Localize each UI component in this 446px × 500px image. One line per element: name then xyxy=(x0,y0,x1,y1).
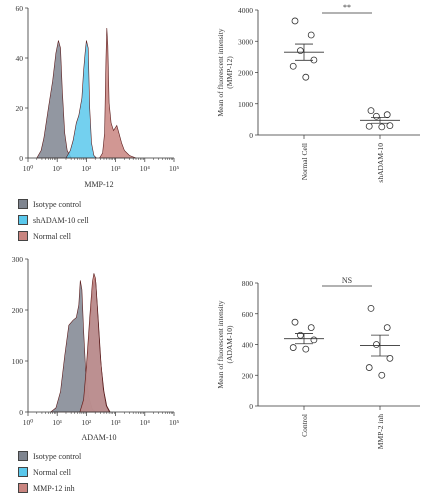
x-tick-label: 10¹ xyxy=(52,164,62,173)
x-tick-label: 10⁰ xyxy=(23,164,34,173)
legend-item-isotype: Isotype control xyxy=(18,450,81,462)
y-tick-label: 20 xyxy=(16,104,24,113)
data-point xyxy=(296,47,304,55)
data-point xyxy=(302,345,310,353)
histogram-series-1 xyxy=(65,40,98,159)
x-tick-label: 10³ xyxy=(111,164,122,173)
x-axis-title: MMP-12 xyxy=(84,180,113,189)
legend-item-normal: Normal cell xyxy=(18,466,81,478)
data-point xyxy=(372,341,380,348)
y-tick-label: 800 xyxy=(242,279,254,288)
data-point xyxy=(291,17,299,25)
x-tick-label: 10⁰ xyxy=(23,418,34,427)
x-tick-label: 10⁴ xyxy=(140,164,151,173)
y-axis-title: (ADAM-10) xyxy=(225,325,234,363)
data-point xyxy=(372,112,380,120)
significance-label: ** xyxy=(343,3,351,12)
data-point xyxy=(386,122,394,130)
y-tick-label: 600 xyxy=(242,310,254,319)
data-point xyxy=(289,344,297,351)
y-axis-title: Mean of fluorescent intensity xyxy=(216,300,225,388)
legend-swatch-normal xyxy=(18,231,28,241)
data-point xyxy=(367,304,375,312)
y-tick-label: 3000 xyxy=(238,37,253,46)
y-tick-label: 0 xyxy=(19,154,23,163)
legend-label: MMP-12 inh xyxy=(33,483,75,493)
legend-label: shADAM-10 cell xyxy=(33,215,89,225)
data-point xyxy=(383,324,391,331)
data-point xyxy=(296,331,304,339)
x-tick-label: 10² xyxy=(82,418,93,427)
y-tick-label: 100 xyxy=(12,357,24,366)
legend-item-normal: Normal cell xyxy=(18,230,89,242)
y-tick-label: 300 xyxy=(12,255,24,264)
data-point xyxy=(310,336,318,344)
x-tick-label: MMP-2 inh xyxy=(376,414,385,449)
legend-mmp12: Isotype control shADAM-10 cell Normal ce… xyxy=(18,198,89,246)
legend-swatch-isotype xyxy=(18,199,28,209)
y-tick-label: 1000 xyxy=(238,100,253,109)
data-point xyxy=(367,107,375,115)
y-tick-label: 4000 xyxy=(238,6,253,15)
x-tick-label: 10⁵ xyxy=(169,418,180,427)
x-tick-label: 10⁵ xyxy=(169,164,180,173)
legend-swatch-mmp12inh xyxy=(18,483,28,493)
data-point xyxy=(307,324,315,331)
data-point xyxy=(378,123,386,131)
histogram-series-2 xyxy=(79,273,110,413)
legend-label: Normal cell xyxy=(33,231,71,241)
legend-swatch-isotype xyxy=(18,451,28,461)
x-tick-label: 10⁴ xyxy=(140,418,151,427)
histogram-series-0 xyxy=(36,40,72,159)
legend-item-mmp12inh: MMP-12 inh xyxy=(18,482,81,494)
y-axis-title: (MMP-12) xyxy=(225,56,234,89)
x-tick-label: 10¹ xyxy=(52,418,62,427)
legend-swatch-shadam xyxy=(18,215,28,225)
x-tick-label: 10³ xyxy=(111,418,122,427)
data-point xyxy=(291,318,299,326)
data-point xyxy=(365,364,373,371)
y-tick-label: 60 xyxy=(16,4,24,13)
x-tick-label: 10² xyxy=(82,164,93,173)
y-tick-label: 400 xyxy=(242,341,254,350)
significance-label: NS xyxy=(342,276,352,285)
legend-label: Isotype control xyxy=(33,199,82,209)
y-tick-label: 2000 xyxy=(238,69,253,78)
x-tick-label: Control xyxy=(300,414,309,437)
data-point xyxy=(289,62,297,70)
y-tick-label: 200 xyxy=(242,371,254,380)
data-point xyxy=(365,122,373,130)
legend-swatch-normal xyxy=(18,467,28,477)
x-axis-title: ADAM-10 xyxy=(81,433,116,442)
x-tick-label: shADAM-10 xyxy=(376,143,385,183)
x-tick-label: Normal Cell xyxy=(300,143,309,180)
y-tick-label: 40 xyxy=(16,54,24,63)
legend-adam10: Isotype control Normal cell MMP-12 inh xyxy=(18,450,81,498)
data-point xyxy=(302,73,310,81)
y-axis-title: Mean of fluorescent intensity xyxy=(216,28,225,116)
legend-item-isotype: Isotype control xyxy=(18,198,89,210)
histogram-series-2 xyxy=(98,27,137,159)
y-tick-label: 0 xyxy=(19,408,23,417)
data-point xyxy=(386,354,394,362)
legend-label: Isotype control xyxy=(33,451,82,461)
y-tick-label: 200 xyxy=(12,306,24,315)
legend-label: Normal cell xyxy=(33,467,71,477)
y-tick-label: 0 xyxy=(249,131,253,140)
legend-item-shadam: shADAM-10 cell xyxy=(18,214,89,226)
data-point xyxy=(307,31,315,39)
data-point xyxy=(383,111,391,119)
data-point xyxy=(378,371,386,379)
y-tick-label: 0 xyxy=(249,402,253,411)
